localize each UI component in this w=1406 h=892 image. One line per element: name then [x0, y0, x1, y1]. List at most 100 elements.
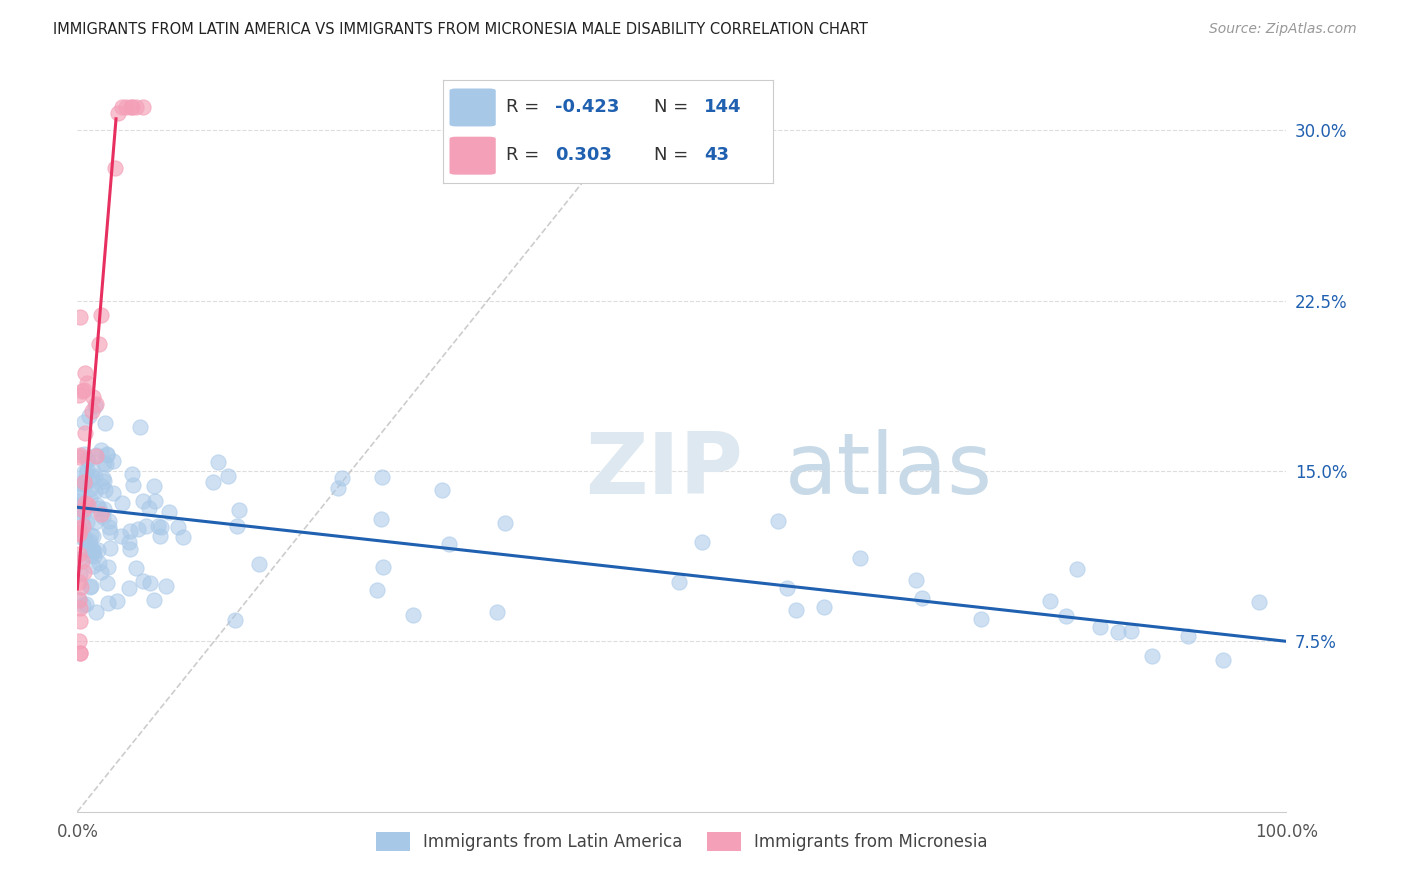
Point	[121, 467, 143, 481]
Point	[98, 525, 121, 540]
Point	[83, 549, 105, 563]
Point	[76, 500, 98, 515]
Point	[82, 404, 104, 418]
Point	[155, 579, 177, 593]
Point	[67, 552, 90, 566]
Point	[96, 559, 118, 574]
Point	[73, 416, 96, 430]
Point	[105, 594, 128, 608]
Point	[690, 535, 713, 549]
Point	[77, 536, 100, 550]
Point	[69, 566, 91, 581]
Point	[326, 481, 349, 495]
Point	[79, 580, 101, 594]
FancyBboxPatch shape	[450, 88, 496, 127]
Point	[67, 494, 90, 508]
Point	[776, 582, 799, 596]
Point	[70, 580, 93, 594]
Point	[82, 542, 104, 557]
Point	[494, 516, 516, 531]
Point	[118, 581, 141, 595]
Point	[91, 509, 114, 524]
Point	[668, 575, 690, 590]
Point	[813, 600, 835, 615]
Point	[84, 449, 107, 463]
Point	[97, 596, 120, 610]
Point	[225, 519, 247, 533]
Point	[69, 646, 91, 660]
Point	[125, 100, 148, 114]
Point	[67, 527, 90, 541]
Text: R =: R =	[506, 98, 538, 117]
Point	[132, 494, 155, 508]
Point	[118, 534, 141, 549]
Point	[1066, 562, 1088, 576]
Point	[77, 409, 100, 423]
Point	[94, 457, 117, 471]
Point	[79, 473, 101, 487]
Point	[67, 525, 90, 540]
Point	[110, 529, 132, 543]
Point	[84, 469, 107, 483]
Point	[72, 527, 94, 541]
Point	[73, 366, 96, 380]
Point	[83, 483, 105, 498]
Point	[1088, 620, 1111, 634]
Point	[79, 534, 101, 549]
Point	[143, 593, 166, 607]
Point	[67, 634, 90, 648]
Point	[67, 486, 90, 500]
Point	[143, 494, 166, 508]
Text: IMMIGRANTS FROM LATIN AMERICA VS IMMIGRANTS FROM MICRONESIA MALE DISABILITY CORR: IMMIGRANTS FROM LATIN AMERICA VS IMMIGRA…	[53, 22, 869, 37]
Point	[904, 574, 927, 588]
Point	[332, 471, 354, 485]
Point	[67, 505, 90, 519]
Point	[114, 100, 136, 114]
Point	[94, 416, 117, 430]
Point	[90, 508, 112, 522]
Point	[201, 475, 224, 489]
Point	[73, 447, 96, 461]
Point	[118, 524, 141, 539]
Point	[82, 470, 104, 484]
Legend: Immigrants from Latin America, Immigrants from Micronesia: Immigrants from Latin America, Immigrant…	[370, 825, 994, 858]
Point	[371, 560, 394, 574]
Point	[76, 463, 98, 477]
Point	[132, 100, 155, 114]
Point	[247, 558, 270, 572]
Point	[76, 499, 98, 513]
Point	[1054, 608, 1077, 623]
Text: R =: R =	[506, 146, 538, 164]
Point	[73, 505, 96, 519]
Point	[87, 500, 110, 515]
Point	[84, 397, 107, 411]
Point	[70, 554, 93, 568]
Text: atlas: atlas	[785, 428, 993, 511]
Point	[1107, 624, 1129, 639]
Point	[76, 376, 98, 391]
Point	[93, 474, 115, 488]
Point	[75, 597, 97, 611]
Point	[911, 591, 934, 605]
Point	[69, 475, 91, 490]
Point	[172, 530, 194, 544]
Point	[1249, 594, 1271, 608]
Point	[228, 503, 250, 517]
Point	[67, 521, 90, 535]
Point	[131, 574, 153, 589]
Point	[76, 516, 98, 530]
Point	[83, 544, 105, 558]
Point	[138, 500, 160, 515]
Point	[1142, 648, 1164, 663]
Point	[79, 491, 101, 506]
Point	[93, 502, 115, 516]
Point	[70, 384, 93, 399]
Point	[848, 551, 870, 566]
Point	[94, 483, 117, 497]
Point	[86, 542, 108, 557]
Point	[76, 452, 98, 467]
Point	[139, 575, 162, 590]
Point	[76, 453, 98, 467]
Point	[103, 161, 125, 175]
Point	[84, 448, 107, 462]
